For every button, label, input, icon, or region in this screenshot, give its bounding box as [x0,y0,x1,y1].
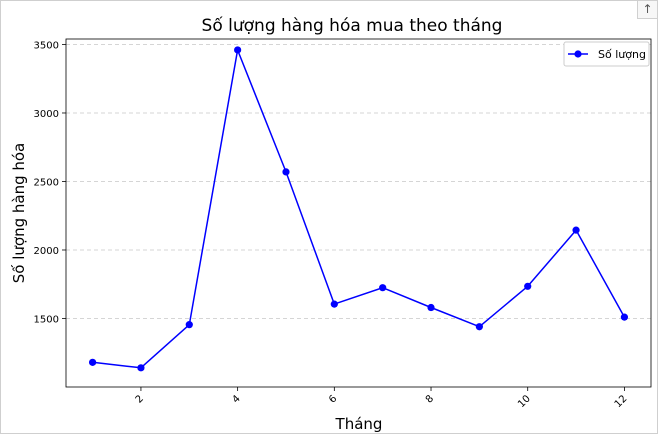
legend: Số lượng [563,41,650,67]
data-point [427,303,435,312]
legend-box [563,41,650,67]
grid-layer [66,44,651,319]
data-point [137,364,145,372]
legend-label: Số lượng [598,48,646,61]
x-axis-label: Tháng [335,415,383,433]
y-tick-label: 3500 [34,40,59,51]
series-layer [88,46,629,372]
x-tick-label: 12 [613,393,630,410]
data-point [572,226,580,234]
data-point [524,282,532,290]
y-tick-label: 2000 [34,246,59,257]
x-tick-label: 8 [424,393,436,405]
plot-frame [65,38,652,388]
chart-title: Số lượng hàng hóa mua theo tháng [202,15,503,36]
x-tick-label: 4 [230,393,242,405]
data-point [282,168,290,176]
data-point [620,313,629,321]
data-point [330,300,338,308]
y-tick-label: 3000 [34,109,59,120]
x-tick-label: 6 [327,393,339,405]
axis-layer: 1500 2000 2500 3000 3500 2 4 6 8 10 12 [34,38,652,410]
data-point [379,284,387,292]
legend-marker-sample [574,50,582,58]
series-line [92,49,626,369]
data-point [234,46,242,54]
y-axis-label: Số lượng hàng hóa [10,143,28,284]
data-point [475,323,483,331]
y-tick-label: 1500 [34,314,59,325]
data-point [88,358,97,366]
data-point [185,321,193,329]
y-tick-label: 2500 [34,177,59,188]
arrow-up-icon[interactable]: ↑ [637,1,657,19]
x-tick-label: 2 [134,393,146,405]
x-tick-label: 10 [516,393,533,410]
